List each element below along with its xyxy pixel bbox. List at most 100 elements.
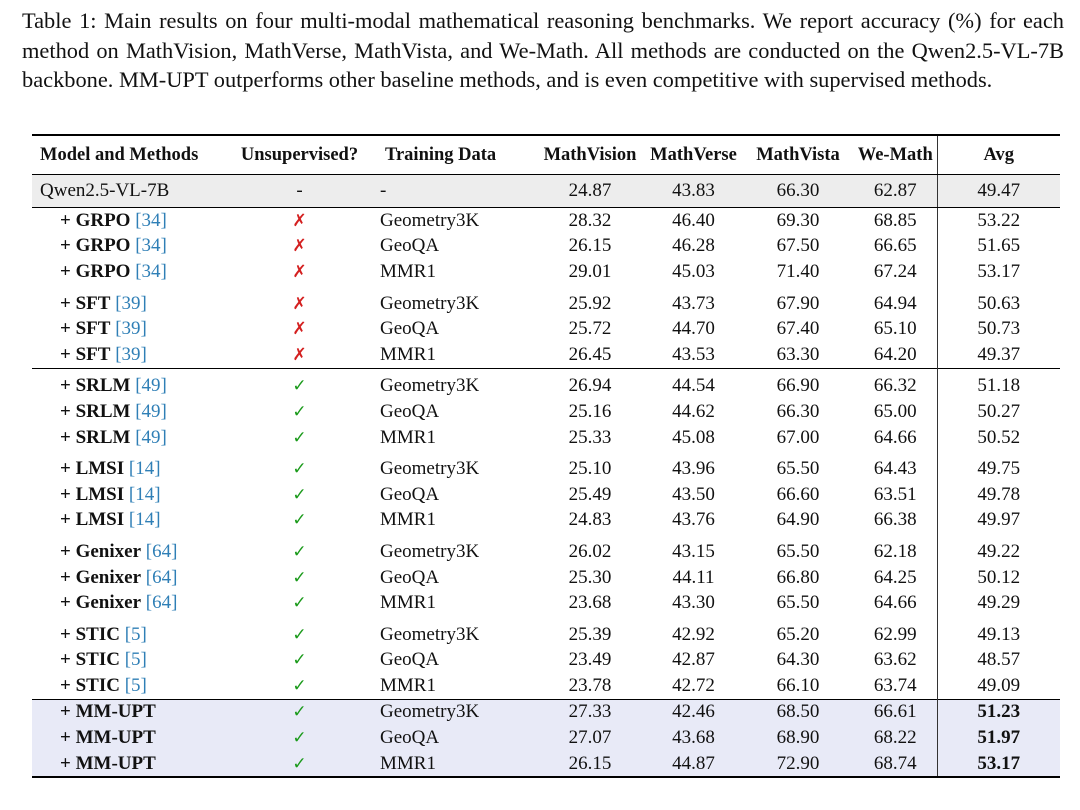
mathvista-cell: 65.50 [776,592,820,614]
method-label: + LMSI [60,483,125,505]
citation-link[interactable]: [34] [135,209,167,231]
citation-link[interactable]: [39] [115,292,147,314]
avg-cell: 51.97 [936,725,1060,751]
table-row: + STIC [5] ✓ MMR1 23.78 42.72 66.10 63.74 49.09 [32,673,1060,700]
training-data-cell: GeoQA [377,725,535,751]
mathvista-cell: 65.50 [776,540,820,562]
training-data-cell: MMR1 [377,750,535,779]
method-label: + SFT [60,318,111,340]
method-name: + STIC [5] [32,673,222,699]
mathvision-cell: 29.01 [568,260,612,282]
method-name: + STIC [5] [32,648,222,674]
mathvista-cell: 66.80 [776,566,820,588]
table-row: + GRPO [34] ✗ MMR1 29.01 45.03 71.40 67.24 53.1… [32,259,1060,285]
avg-cell: 51.23 [936,698,1060,726]
mathvision-cell: 25.49 [568,483,612,505]
table-caption: Table 1: Main results on four multi-moda… [22,8,1064,92]
mathvista-cell: 63.30 [776,343,820,365]
wemath-cell: 66.38 [873,509,917,531]
wemath-cell: 66.61 [854,698,937,726]
unsupervised-cell: ✓ [222,648,377,674]
unsupervised-cell: ✗ [222,208,377,234]
unsupervised-cell: ✓ [222,725,377,751]
citation-link[interactable]: [49] [135,400,167,422]
table-row: + SRLM [49] ✓ MMR1 25.33 45.08 67.00 64.66 50.5… [32,424,1060,451]
table-row: + Genixer [64] ✓ MMR1 23.68 43.30 65.50 64.66 4… [32,590,1060,616]
citation-link[interactable]: [14] [128,458,161,480]
avg-cell: 49.13 [936,615,1060,648]
mathvista-cell: 66.10 [776,674,820,696]
mathvision-cell: 25.72 [568,318,612,340]
citation-link[interactable]: [39] [115,343,147,365]
wemath-cell: 62.18 [873,540,917,562]
method-label: + STIC [60,649,120,671]
baseline-mathvision: 24.87 [535,174,645,208]
unsupervised-cell: ✗ [222,234,377,260]
table-row: + STIC [5] ✓ Geometry3K 25.39 42.92 65.20 62.9… [32,615,1060,648]
citation-link[interactable]: [34] [135,235,167,257]
mathverse-cell: 43.30 [672,592,715,614]
baseline-avg: 49.47 [936,174,1060,208]
baseline-data: - [377,174,535,208]
checkmark-icon: ✓ [292,753,307,774]
avg-cell: 53.22 [936,207,1060,234]
cross-icon: ✗ [292,261,307,282]
citation-link[interactable]: [39] [115,318,147,340]
method-name: + STIC [5] [32,616,222,648]
citation-link[interactable]: [64] [145,592,178,614]
method-label: + SFT [60,292,111,314]
citation-link[interactable]: [34] [135,260,167,282]
header-model: Model and Methods [32,134,222,175]
citation-link[interactable]: [14] [128,483,161,505]
avg-cell: 49.78 [936,481,1060,508]
table-row: + LMSI [14] ✓ GeoQA 25.49 43.50 66.60 63.51 49.… [32,481,1060,508]
avg-cell: 49.09 [936,673,1060,700]
unsupervised-cell: ✗ [222,316,377,342]
citation-link[interactable]: [64] [145,566,178,588]
training-data-cell: MMR1 [380,509,436,531]
method-label: + Genixer [60,566,142,588]
mathvision-cell: 27.07 [535,725,645,751]
mathvision-cell: 25.16 [568,400,612,422]
mathvision-cell: 26.15 [568,235,612,257]
checkmark-icon: ✓ [292,427,307,448]
training-data-cell: MMR1 [380,343,436,365]
training-data-cell: MMR1 [380,426,436,448]
avg-cell: 50.73 [936,316,1060,342]
citation-link[interactable]: [5] [124,674,147,696]
mathverse-cell: 45.08 [672,426,715,448]
mathverse-cell: 45.03 [672,260,715,282]
citation-link[interactable]: [49] [135,375,167,397]
citation-link[interactable]: [5] [124,623,147,645]
method-name: + GRPO [34] [32,208,222,234]
unsupervised-cell: ✗ [222,342,377,368]
method-name: + SFT [39] [32,285,222,317]
unsupervised-cell: ✓ [222,698,377,726]
cross-icon: ✗ [292,210,307,231]
checkmark-icon: ✓ [292,593,307,614]
checkmark-icon: ✓ [292,541,307,562]
table-row: + GRPO [34] ✗ Geometry3K 28.32 46.40 69.30 68.… [32,207,1060,234]
checkmark-icon: ✓ [292,459,307,480]
cross-icon: ✗ [292,236,307,257]
method-name: + GRPO [34] [32,259,222,285]
citation-link[interactable]: [14] [128,509,161,531]
method-name: + GRPO [34] [32,234,222,260]
citation-link[interactable]: [49] [135,426,167,448]
unsupervised-cell: ✗ [222,259,377,285]
avg-cell: 51.65 [936,233,1060,260]
checkmark-icon: ✓ [292,510,307,531]
wemath-cell: 65.10 [873,318,917,340]
training-data-cell: MMR1 [380,674,436,696]
training-data-cell: Geometry3K [380,540,480,562]
mathvista-cell: 67.90 [776,292,820,314]
citation-link[interactable]: [64] [145,540,178,562]
unsupervised-cell: ✓ [222,750,377,779]
mathvista-cell: 71.40 [776,260,820,282]
method-name: + Genixer [64] [32,533,222,565]
citation-link[interactable]: [5] [124,649,147,671]
table-row: + LMSI [14] ✓ MMR1 24.83 43.76 64.90 66.38 49.9… [32,507,1060,534]
method-name: + Genixer [64] [32,590,222,616]
checkmark-icon: ✓ [292,401,307,422]
avg-cell: 48.57 [936,647,1060,674]
